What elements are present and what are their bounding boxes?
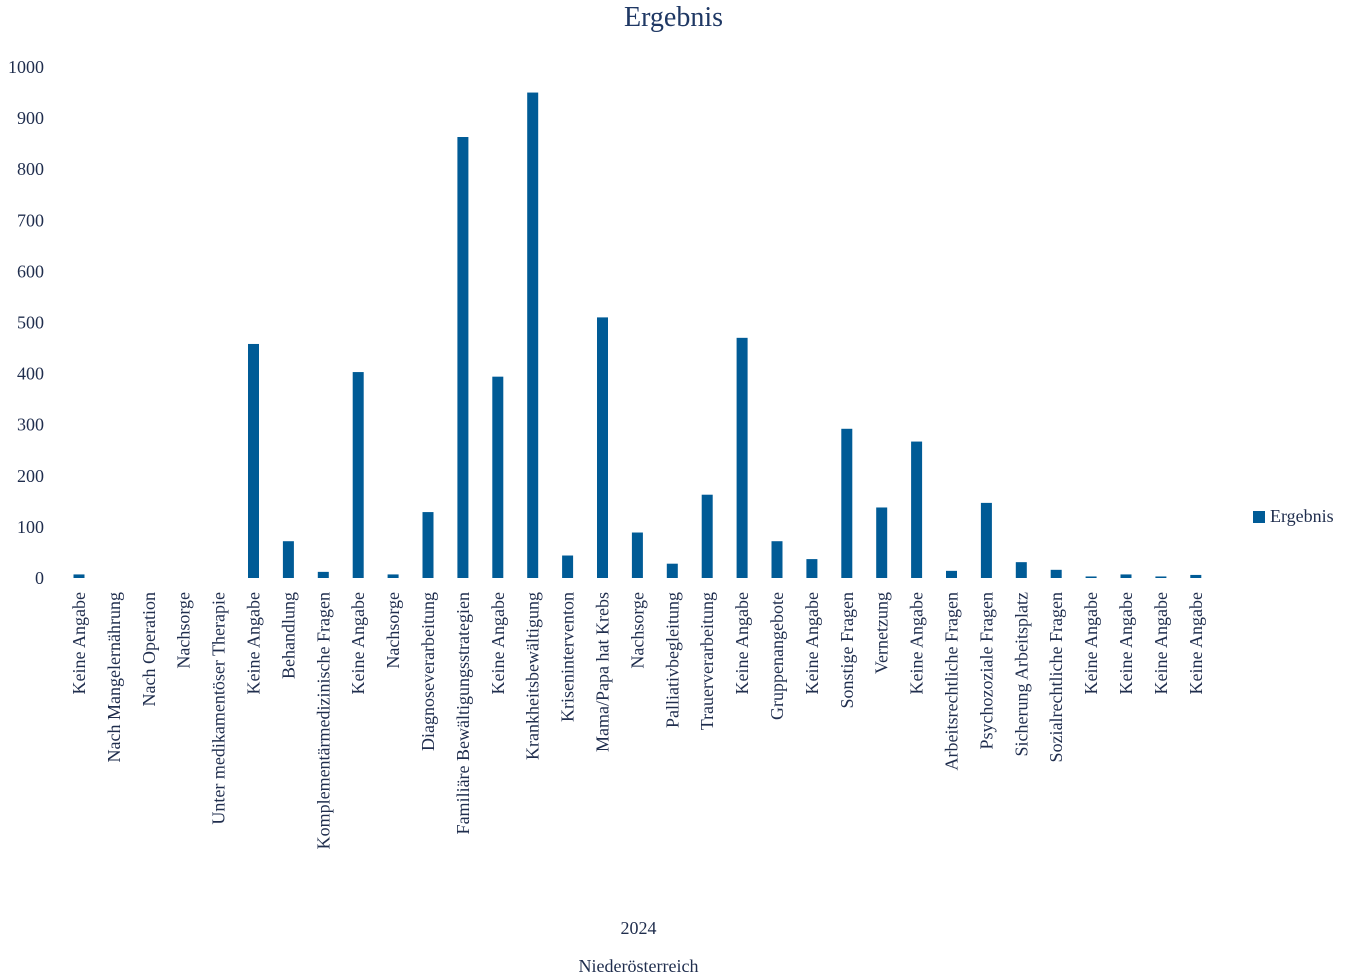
bar [736,337,748,578]
x-tick-label: Keine Angabe [802,592,822,694]
bar [911,441,923,578]
x-tick-label: Nachsorge [174,592,194,669]
x-tick-label: Diagnoseverarbeitung [418,592,438,751]
x-tick-label: Unter medikamentöser Therapie [209,592,229,825]
bar [1155,576,1167,578]
bar-series [73,92,1202,579]
bar [422,512,434,578]
y-tick-label: 500 [17,313,44,333]
y-axis: 0 100 200 300 400 500 600 700 800 900 1000 [8,57,44,588]
bar [1120,574,1132,578]
bar [1015,562,1027,578]
x-tick-label: Keine Angabe [732,592,752,694]
x-tick-label: Keine Angabe [1116,592,1136,694]
x-tick-label: Psychozoziale Fragen [976,592,996,749]
x-tick-label: Kriseninterventon [558,592,578,722]
x-tick-label: Arbeitsrechtliche Fragen [942,592,962,770]
y-tick-label: 900 [17,108,44,128]
x-tick-label: Komplementärmedizinische Fragen [313,592,333,849]
y-tick-label: 100 [17,517,44,537]
x-tick-label: Keine Angabe [348,592,368,694]
bar [73,574,85,578]
legend: Ergebnis [1253,506,1334,527]
x-tick-label: Trauerverarbeitung [697,592,717,730]
bar [701,494,713,578]
y-tick-label: 600 [17,261,44,281]
bar [666,563,678,578]
bar [841,428,853,578]
bar [527,92,539,579]
x-group-label-region: Niederösterreich [578,956,699,976]
y-tick-label: 1000 [8,57,44,77]
bar [980,502,992,578]
x-tick-label: Gruppenangebote [767,592,787,720]
legend-swatch [1253,510,1265,523]
bar [248,343,259,578]
x-tick-label: Nach Mangelernährung [104,592,124,762]
bar [806,559,818,578]
x-tick-label: Keine Angabe [1186,592,1206,694]
x-tick-label: Nach Operation [139,592,159,706]
bar [282,541,294,578]
x-tick-label: Mama/Papa hat Krebs [593,592,613,752]
bar [387,574,399,578]
x-group-label-year: 2024 [620,918,657,938]
x-axis: Keine Angabe Nach Mangelernährung Nach Ope… [69,592,1206,849]
legend-label: Ergebnis [1270,506,1334,526]
chart-title: Ergebnis [623,2,724,33]
x-tick-label: Palliativbegleitung [662,592,682,728]
bar [631,532,643,578]
x-tick-label: Vernetzung [872,592,892,674]
bar [876,507,888,578]
bar [457,137,469,578]
x-tick-label: Keine Angabe [488,592,508,694]
x-tick-label: Sicherung Arbeitsplatz [1011,592,1031,756]
y-tick-label: 400 [17,364,44,384]
bar [352,372,364,578]
y-tick-label: 300 [17,415,44,435]
x-tick-label: Nachsorge [627,592,647,669]
bar [597,317,608,578]
x-tick-label: Familiäre Bewältigungsstrategien [453,592,473,834]
y-tick-label: 700 [17,210,44,230]
x-tick-label: Sozialrechtliche Fragen [1046,592,1066,762]
bar [1085,576,1097,578]
bar [946,570,957,578]
bar [317,571,329,578]
x-tick-label: Keine Angabe [69,592,89,694]
bar [492,376,504,578]
bar [1050,569,1062,578]
x-tick-label: Keine Angabe [907,592,927,694]
x-tick-label: Keine Angabe [1151,592,1171,694]
x-tick-label: Krankheitsbewältigung [523,592,543,760]
x-tick-label: Keine Angabe [1081,592,1101,694]
x-tick-label: Sonstige Fragen [837,592,857,709]
x-tick-label: Keine Angabe [244,592,264,694]
y-tick-label: 800 [17,159,44,179]
bar [771,541,783,578]
x-tick-label: Behandlung [278,592,298,679]
x-tick-label: Nachsorge [383,592,403,669]
y-tick-label: 0 [35,568,44,588]
bar [562,555,574,578]
y-tick-label: 200 [17,466,44,486]
bar [1190,574,1202,578]
